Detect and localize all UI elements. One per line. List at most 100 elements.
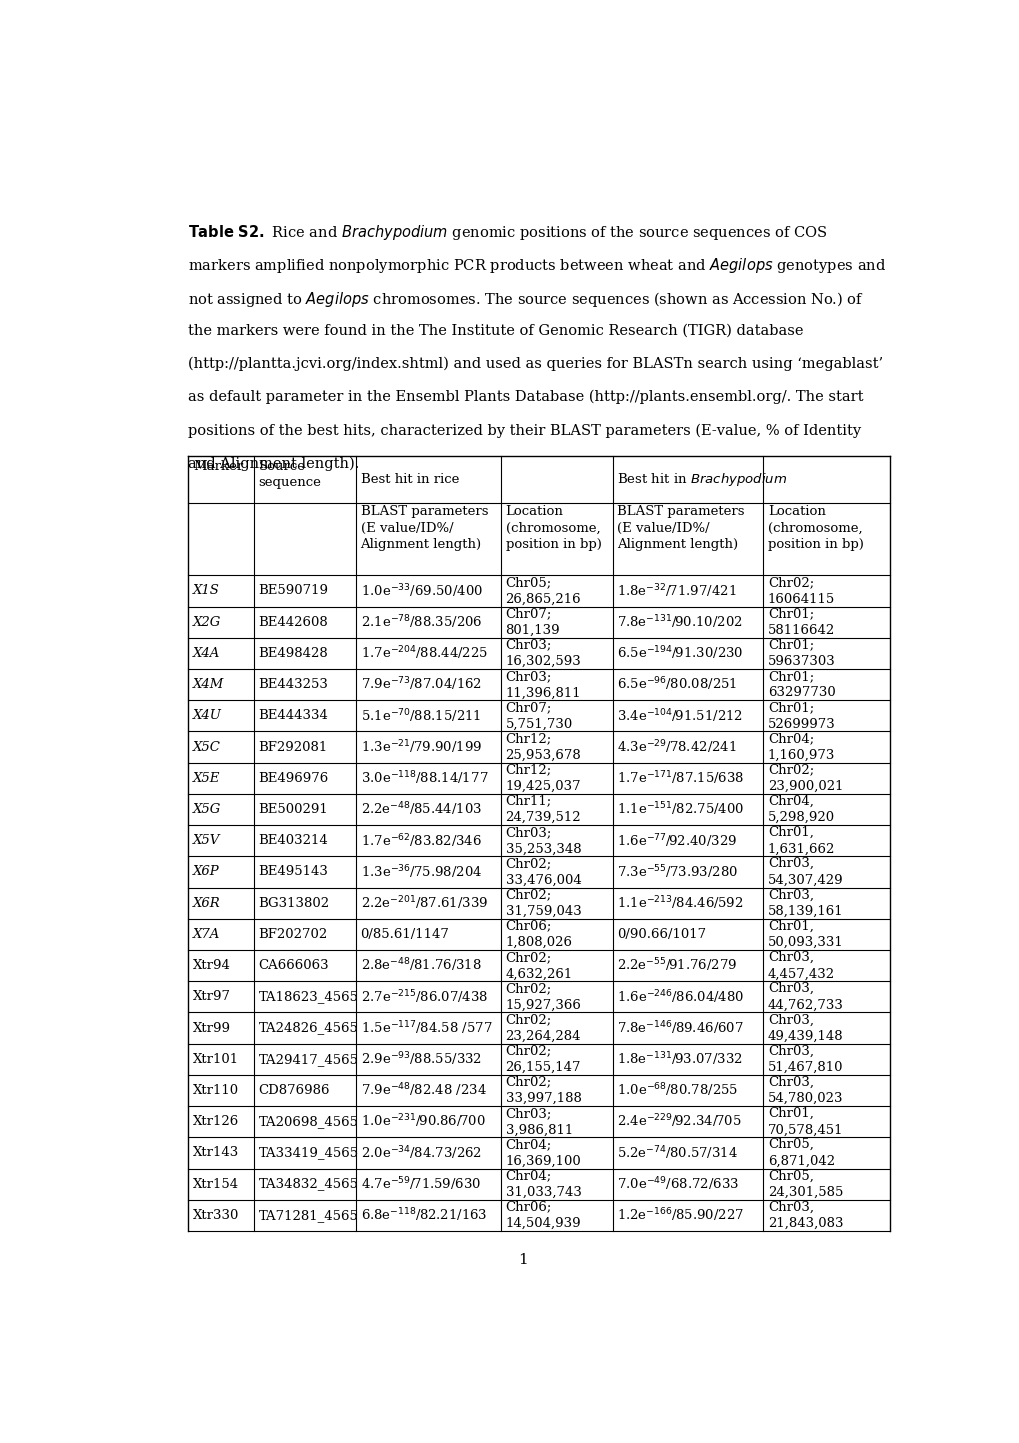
- Text: Chr02;
23,900,021: Chr02; 23,900,021: [767, 763, 843, 794]
- Text: Xtr143: Xtr143: [193, 1146, 239, 1159]
- Text: 1.3e$^{-36}$/75.98/204: 1.3e$^{-36}$/75.98/204: [360, 863, 481, 880]
- Text: Location
(chromosome,
position in bp): Location (chromosome, position in bp): [505, 505, 601, 551]
- Text: 4.3e$^{-29}$/78.42/241: 4.3e$^{-29}$/78.42/241: [616, 739, 737, 756]
- Text: 1.0e$^{-33}$/69.50/400: 1.0e$^{-33}$/69.50/400: [360, 582, 482, 600]
- Text: Marker: Marker: [193, 460, 244, 473]
- Text: TA33419_4565: TA33419_4565: [259, 1146, 359, 1159]
- Text: Chr02;
31,759,043: Chr02; 31,759,043: [505, 889, 581, 918]
- Text: Chr01;
63297730: Chr01; 63297730: [767, 670, 835, 700]
- Text: (http://plantta.jcvi.org/index.shtml) and used as queries for BLASTn search usin: (http://plantta.jcvi.org/index.shtml) an…: [189, 356, 882, 371]
- Text: BG313802: BG313802: [259, 896, 329, 909]
- Text: $\mathbf{Table\ S2.}$ Rice and $\mathit{Brachypodium}$ genomic positions of the : $\mathbf{Table\ S2.}$ Rice and $\mathit{…: [189, 224, 827, 242]
- Text: TA18623_4565: TA18623_4565: [259, 990, 359, 1003]
- Text: 1.7e$^{-62}$/83.82/346: 1.7e$^{-62}$/83.82/346: [360, 833, 481, 850]
- Text: 2.9e$^{-93}$/88.55/332: 2.9e$^{-93}$/88.55/332: [360, 1051, 481, 1068]
- Text: 1.2e$^{-166}$/85.90/227: 1.2e$^{-166}$/85.90/227: [616, 1206, 744, 1224]
- Text: 1: 1: [518, 1253, 527, 1267]
- Text: BF202702: BF202702: [259, 928, 327, 941]
- Text: Best hit in rice: Best hit in rice: [360, 473, 459, 486]
- Text: Chr03;
3,986,811: Chr03; 3,986,811: [505, 1107, 573, 1137]
- Text: BF292081: BF292081: [259, 740, 327, 753]
- Text: Chr03,
54,780,023: Chr03, 54,780,023: [767, 1075, 843, 1105]
- Text: 7.3e$^{-55}$/73.93/280: 7.3e$^{-55}$/73.93/280: [616, 863, 738, 880]
- Text: 6.5e$^{-194}$/91.30/230: 6.5e$^{-194}$/91.30/230: [616, 645, 743, 662]
- Text: Best hit in $\mathit{Brachypodium}$: Best hit in $\mathit{Brachypodium}$: [616, 472, 787, 488]
- Text: Chr07;
801,139: Chr07; 801,139: [505, 608, 559, 636]
- Text: Chr03,
21,843,083: Chr03, 21,843,083: [767, 1201, 843, 1229]
- Text: 2.2e$^{-201}$/87.61/339: 2.2e$^{-201}$/87.61/339: [360, 895, 487, 912]
- Text: 3.0e$^{-118}$/88.14/177: 3.0e$^{-118}$/88.14/177: [360, 769, 488, 786]
- Text: Chr04;
1,160,973: Chr04; 1,160,973: [767, 733, 835, 762]
- Text: 7.9e$^{-73}$/87.04/162: 7.9e$^{-73}$/87.04/162: [360, 675, 481, 694]
- Text: Location
(chromosome,
position in bp): Location (chromosome, position in bp): [767, 505, 863, 551]
- Text: BE495143: BE495143: [259, 866, 328, 879]
- Text: Chr02;
16064115: Chr02; 16064115: [767, 576, 835, 606]
- Text: 7.0e$^{-49}$/68.72/633: 7.0e$^{-49}$/68.72/633: [616, 1175, 739, 1193]
- Text: Chr12;
19,425,037: Chr12; 19,425,037: [505, 763, 581, 794]
- Text: 6.8e$^{-118}$/82.21/163: 6.8e$^{-118}$/82.21/163: [360, 1206, 486, 1224]
- Text: 7.8e$^{-131}$/90.10/202: 7.8e$^{-131}$/90.10/202: [616, 613, 742, 631]
- Text: 1.8e$^{-32}$/71.97/421: 1.8e$^{-32}$/71.97/421: [616, 582, 736, 600]
- Text: Chr03,
49,439,148: Chr03, 49,439,148: [767, 1013, 843, 1043]
- Text: 1.8e$^{-131}$/93.07/332: 1.8e$^{-131}$/93.07/332: [616, 1051, 742, 1068]
- Text: 0/85.61/1147: 0/85.61/1147: [360, 928, 449, 941]
- Text: X6P: X6P: [193, 866, 219, 879]
- Text: Chr01;
52699973: Chr01; 52699973: [767, 701, 835, 730]
- Text: Chr01,
50,093,331: Chr01, 50,093,331: [767, 919, 843, 949]
- Text: the markers were found in the The Institute of Genomic Research (TIGR) database: the markers were found in the The Instit…: [189, 323, 803, 338]
- Text: Chr01;
59637303: Chr01; 59637303: [767, 639, 835, 668]
- Text: Xtr97: Xtr97: [193, 990, 231, 1003]
- Text: Xtr330: Xtr330: [193, 1209, 239, 1222]
- Text: Xtr99: Xtr99: [193, 1022, 231, 1035]
- Text: 1.1e$^{-151}$/82.75/400: 1.1e$^{-151}$/82.75/400: [616, 801, 744, 818]
- Text: X6R: X6R: [193, 896, 221, 909]
- Text: and Alignment length).: and Alignment length).: [189, 456, 360, 470]
- Text: 1.7e$^{-204}$/88.44/225: 1.7e$^{-204}$/88.44/225: [360, 645, 487, 662]
- Text: 2.2e$^{-55}$/91.76/279: 2.2e$^{-55}$/91.76/279: [616, 957, 737, 974]
- Text: Chr04;
16,369,100: Chr04; 16,369,100: [505, 1139, 581, 1167]
- Text: 2.7e$^{-215}$/86.07/438: 2.7e$^{-215}$/86.07/438: [360, 988, 487, 1006]
- Text: X2G: X2G: [193, 616, 221, 629]
- Text: Chr04,
5,298,920: Chr04, 5,298,920: [767, 795, 835, 824]
- Text: X4M: X4M: [193, 678, 224, 691]
- Text: BE443253: BE443253: [259, 678, 328, 691]
- Text: 1.5e$^{-117}$/84.58 /577: 1.5e$^{-117}$/84.58 /577: [360, 1019, 491, 1038]
- Text: Chr05,
24,301,585: Chr05, 24,301,585: [767, 1169, 843, 1199]
- Text: not assigned to $\mathit{Aegilops}$ chromosomes. The source sequences (shown as : not assigned to $\mathit{Aegilops}$ chro…: [189, 290, 863, 309]
- Text: Chr01,
1,631,662: Chr01, 1,631,662: [767, 825, 835, 856]
- Text: X5V: X5V: [193, 834, 220, 847]
- Text: Chr03,
58,139,161: Chr03, 58,139,161: [767, 889, 843, 918]
- Text: BLAST parameters
(E value/ID%/
Alignment length): BLAST parameters (E value/ID%/ Alignment…: [616, 505, 744, 551]
- Text: BE498428: BE498428: [259, 646, 328, 659]
- Text: TA24826_4565: TA24826_4565: [259, 1022, 359, 1035]
- Text: BE442608: BE442608: [259, 616, 328, 629]
- Text: 1.1e$^{-213}$/84.46/592: 1.1e$^{-213}$/84.46/592: [616, 895, 743, 912]
- Text: Chr03,
44,762,733: Chr03, 44,762,733: [767, 983, 843, 1012]
- Text: Xtr154: Xtr154: [193, 1177, 239, 1190]
- Text: X5C: X5C: [193, 740, 221, 753]
- Text: Chr02;
26,155,147: Chr02; 26,155,147: [505, 1045, 581, 1074]
- Text: 1.6e$^{-77}$/92.40/329: 1.6e$^{-77}$/92.40/329: [616, 833, 737, 850]
- Text: CD876986: CD876986: [259, 1084, 330, 1097]
- Text: Chr03,
54,307,429: Chr03, 54,307,429: [767, 857, 843, 886]
- Text: Chr03,
51,467,810: Chr03, 51,467,810: [767, 1045, 843, 1074]
- Text: 4.7e$^{-59}$/71.59/630: 4.7e$^{-59}$/71.59/630: [360, 1175, 480, 1193]
- Text: 2.4e$^{-229}$/92.34/705: 2.4e$^{-229}$/92.34/705: [616, 1113, 742, 1130]
- Text: TA20698_4565: TA20698_4565: [259, 1115, 359, 1128]
- Text: Chr03;
35,253,348: Chr03; 35,253,348: [505, 825, 581, 856]
- Text: X5E: X5E: [193, 772, 220, 785]
- Text: X4A: X4A: [193, 646, 220, 659]
- Text: 1.7e$^{-171}$/87.15/638: 1.7e$^{-171}$/87.15/638: [616, 769, 744, 786]
- Text: Chr12;
25,953,678: Chr12; 25,953,678: [505, 733, 581, 762]
- Text: Chr01;
58116642: Chr01; 58116642: [767, 608, 835, 636]
- Text: Chr02;
33,476,004: Chr02; 33,476,004: [505, 857, 581, 886]
- Text: Chr02;
23,264,284: Chr02; 23,264,284: [505, 1013, 581, 1043]
- Text: Chr01,
70,578,451: Chr01, 70,578,451: [767, 1107, 843, 1137]
- Text: 1.6e$^{-246}$/86.04/480: 1.6e$^{-246}$/86.04/480: [616, 988, 744, 1006]
- Text: BE590719: BE590719: [259, 584, 328, 597]
- Text: 5.1e$^{-70}$/88.15/211: 5.1e$^{-70}$/88.15/211: [360, 707, 480, 724]
- Text: Source
sequence: Source sequence: [259, 460, 321, 489]
- Text: 7.9e$^{-48}$/82.48 /234: 7.9e$^{-48}$/82.48 /234: [360, 1082, 486, 1100]
- Text: BE496976: BE496976: [259, 772, 328, 785]
- Text: 1.0e$^{-231}$/90.86/700: 1.0e$^{-231}$/90.86/700: [360, 1113, 485, 1130]
